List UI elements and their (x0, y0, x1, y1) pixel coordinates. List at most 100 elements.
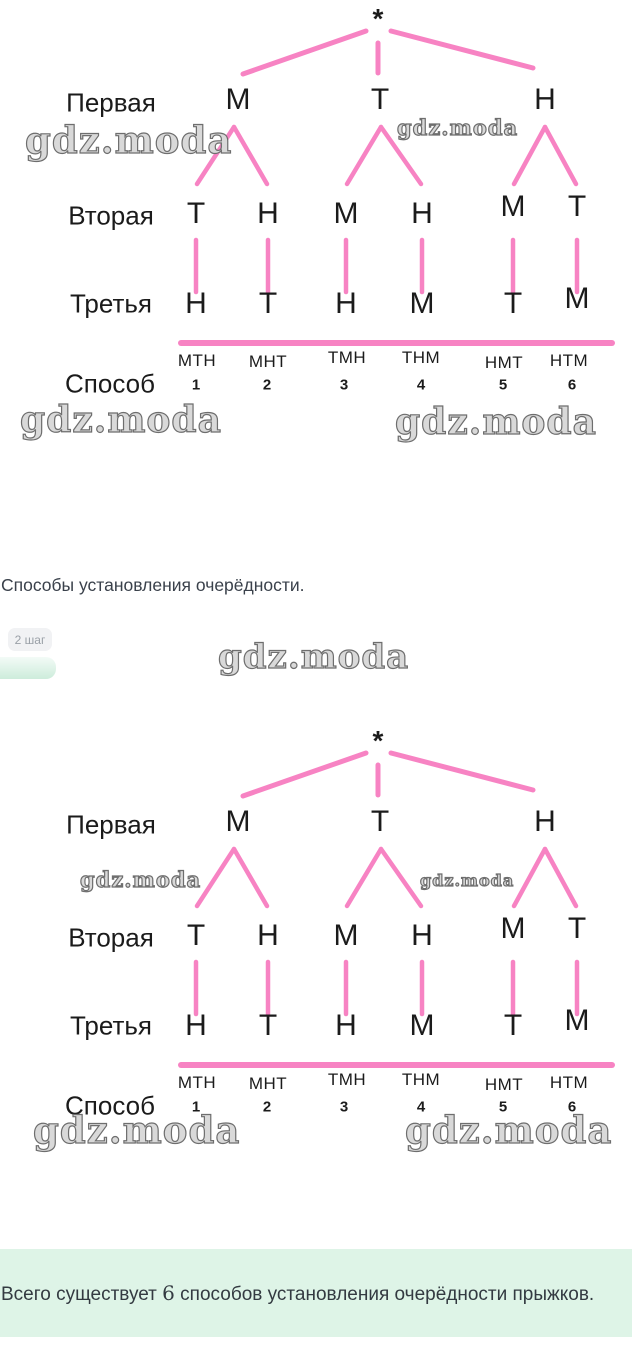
combination-label: МНТ (248, 1074, 288, 1093)
row-label-third: Третья (69, 288, 153, 319)
level2-letter: М (500, 912, 526, 945)
level2-letter: М (333, 919, 359, 952)
combination-label: НТМ (549, 351, 589, 370)
branch-line (231, 124, 270, 187)
way-number: 6 (567, 376, 577, 394)
way-number: 3 (339, 1098, 349, 1116)
level3-letter: Н (185, 287, 207, 320)
combination-label: МТН (177, 1073, 217, 1092)
level2-letter: Т (567, 190, 587, 223)
level3-letter: Т (503, 1009, 523, 1042)
level3-letter: Н (335, 1009, 357, 1042)
watermark: gdz.moda (19, 399, 222, 441)
level3-letter: Т (503, 287, 523, 320)
answer-count: 6 (162, 1280, 175, 1305)
branch-line (388, 28, 536, 71)
level2-letter: Н (257, 197, 279, 230)
row-label-way: Способ (65, 368, 155, 399)
branch-line (378, 846, 424, 909)
branch-line (344, 124, 384, 187)
watermark: gdz.moda (32, 1108, 241, 1152)
way-number: 3 (339, 376, 349, 394)
way-number: 2 (262, 376, 272, 394)
tree-root-star: * (372, 725, 384, 756)
level3-letter: М (564, 282, 590, 315)
level3-letter: Т (258, 287, 278, 320)
branch-line (388, 750, 536, 793)
level3-letter: М (564, 1004, 590, 1037)
level1-letter: Т (370, 805, 390, 838)
tree-diagram-first: * М Т Н Т Н М Н М Т Н Т Н М Т М МТН МНТ ТМН ТНМ НМТ НТМ 1 2 3 4 5 6… (0, 0, 632, 455)
way-number: 2 (262, 1098, 272, 1116)
branch-line (378, 124, 424, 187)
combination-label: ТНМ (401, 348, 441, 367)
combination-label: НТМ (549, 1073, 589, 1092)
combination-label: ТМН (327, 348, 367, 367)
combination-label: МТН (177, 351, 217, 370)
level1-letter: Т (370, 83, 390, 116)
level1-letter: М (225, 83, 251, 116)
answer-text-before: Всего существует (1, 1283, 163, 1305)
step-badge-label: 2 шаг (14, 632, 46, 647)
level2-letter: М (333, 197, 359, 230)
branch-line (542, 124, 579, 187)
row-label-second: Вторая (68, 200, 154, 231)
branch-line (194, 846, 237, 909)
watermark: gdz.moda (217, 637, 410, 677)
tree-diagram-second: * М Т Н Т Н М Н М Т Н Т Н М Т М МТН МНТ ТМН ТНМ НМТ НТМ 1 2 3 4 5 6… (0, 722, 632, 1177)
combination-label: МНТ (248, 352, 288, 371)
way-number: 5 (498, 376, 508, 394)
combination-label: НМТ (484, 1075, 524, 1094)
row-label-first: Первая (66, 87, 156, 118)
section-caption: Способы установления очерёдности. (1, 575, 305, 595)
watermark: gdz.moda (394, 401, 597, 443)
answer-bar: Всего существует 6 способов установления… (0, 1249, 632, 1337)
combination-label: ТМН (327, 1070, 367, 1089)
branch-line (240, 750, 369, 799)
level2-letter: М (500, 190, 526, 223)
branch-line (542, 846, 579, 909)
level3-letter: Н (185, 1009, 207, 1042)
branch-line (231, 846, 270, 909)
combination-label: ТНМ (401, 1070, 441, 1089)
branch-line (511, 846, 548, 909)
level3-letter: М (409, 287, 435, 320)
way-number: 5 (498, 1098, 508, 1116)
watermark: gdz.moda (396, 115, 519, 140)
branch-line (511, 124, 548, 187)
way-number: 4 (416, 376, 426, 394)
level2-letter: Т (186, 197, 206, 230)
step-badge[interactable]: 2 шаг (8, 628, 52, 651)
watermark: gdz.moda (24, 118, 233, 162)
combination-label: НМТ (484, 353, 524, 372)
row-label-way: Способ (65, 1090, 155, 1121)
level1-letter: М (225, 805, 251, 838)
way-number: 1 (191, 1098, 201, 1116)
step-highlight-pill (0, 657, 56, 679)
tree-branch-lines (178, 28, 615, 346)
level2-letter: Н (411, 919, 433, 952)
answer-text: Всего существует 6 способов установления… (1, 1281, 594, 1306)
tree-branch-lines (178, 750, 615, 1068)
row-label-first: Первая (66, 809, 156, 840)
level3-letter: М (409, 1009, 435, 1042)
level3-letter: Н (335, 287, 357, 320)
watermark: gdz.moda (79, 867, 202, 892)
watermark: gdz.moda (404, 1108, 613, 1152)
level2-letter: Н (411, 197, 433, 230)
way-number: 4 (416, 1098, 426, 1116)
level1-letter: Н (534, 83, 556, 116)
way-number: 1 (191, 376, 201, 394)
level1-letter: Н (534, 805, 556, 838)
row-label-third: Третья (69, 1010, 153, 1041)
watermark: gdz.moda (419, 871, 515, 890)
level3-letter: Т (258, 1009, 278, 1042)
level2-letter: Н (257, 919, 279, 952)
branch-line (344, 846, 384, 909)
branch-line (194, 124, 237, 187)
level2-letter: Т (186, 919, 206, 952)
branch-line (240, 28, 369, 77)
level2-letter: Т (567, 912, 587, 945)
way-number: 6 (567, 1098, 577, 1116)
